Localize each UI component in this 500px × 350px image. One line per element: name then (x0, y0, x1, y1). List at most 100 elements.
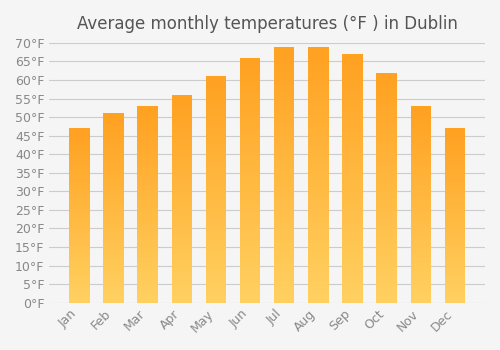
Bar (240, 144, 260, 148)
Bar (308, 243, 328, 247)
Bar (138, 119, 158, 122)
Bar (308, 264, 328, 268)
Bar (444, 276, 465, 279)
Bar (444, 181, 465, 183)
Bar (410, 214, 431, 217)
Bar (376, 88, 397, 92)
Bar (274, 47, 294, 51)
Bar (376, 142, 397, 146)
Bar (172, 112, 192, 116)
Bar (138, 165, 158, 168)
Bar (376, 161, 397, 164)
Bar (206, 291, 226, 295)
Bar (172, 209, 192, 212)
Bar (104, 262, 124, 265)
Bar (308, 102, 328, 106)
Bar (376, 234, 397, 237)
Bar (206, 220, 226, 223)
Bar (444, 146, 465, 149)
Bar (104, 176, 124, 180)
Bar (240, 278, 260, 282)
Bar (138, 276, 158, 280)
Bar (308, 204, 328, 209)
Bar (240, 254, 260, 258)
Bar (206, 246, 226, 250)
Bar (376, 134, 397, 138)
Bar (376, 291, 397, 295)
Bar (274, 247, 294, 251)
Bar (172, 240, 192, 244)
Bar (308, 290, 328, 294)
Bar (308, 55, 328, 60)
Bar (240, 107, 260, 111)
Bar (410, 188, 431, 191)
Bar (410, 276, 431, 280)
Bar (376, 103, 397, 107)
Bar (376, 80, 397, 84)
Bar (376, 237, 397, 241)
Bar (342, 195, 363, 199)
Bar (410, 221, 431, 224)
Bar (138, 195, 158, 198)
Bar (342, 265, 363, 270)
Bar (342, 158, 363, 162)
Bar (444, 198, 465, 201)
Bar (240, 90, 260, 94)
Bar (206, 99, 226, 103)
Bar (138, 227, 158, 231)
Bar (138, 188, 158, 191)
Bar (376, 195, 397, 199)
Bar (444, 140, 465, 143)
Bar (342, 282, 363, 286)
Bar (376, 226, 397, 230)
Bar (376, 188, 397, 191)
Bar (376, 211, 397, 215)
Bar (69, 274, 89, 276)
Bar (240, 225, 260, 229)
Bar (376, 164, 397, 168)
Bar (308, 140, 328, 145)
Bar (138, 178, 158, 181)
Bar (172, 247, 192, 251)
Bar (69, 285, 89, 288)
Bar (240, 99, 260, 103)
Bar (240, 160, 260, 164)
Bar (342, 120, 363, 125)
Bar (342, 245, 363, 249)
Bar (69, 187, 89, 189)
Bar (274, 281, 294, 286)
Bar (240, 196, 260, 201)
Bar (308, 111, 328, 115)
Bar (444, 210, 465, 212)
Bar (104, 271, 124, 274)
Bar (240, 193, 260, 196)
Bar (138, 149, 158, 152)
Bar (104, 281, 124, 284)
Bar (240, 188, 260, 193)
Bar (172, 212, 192, 216)
Bar (342, 116, 363, 120)
Bar (240, 70, 260, 74)
Bar (376, 146, 397, 149)
Bar (308, 196, 328, 200)
Bar (444, 166, 465, 169)
Bar (172, 292, 192, 296)
Bar (410, 273, 431, 276)
Bar (274, 136, 294, 140)
Bar (104, 170, 124, 173)
Bar (410, 181, 431, 185)
Bar (308, 158, 328, 162)
Bar (410, 113, 431, 116)
Bar (206, 155, 226, 159)
Bar (274, 162, 294, 166)
Bar (240, 201, 260, 205)
Bar (444, 157, 465, 160)
Bar (138, 159, 158, 162)
Bar (206, 284, 226, 288)
Bar (240, 172, 260, 176)
Bar (206, 269, 226, 272)
Bar (308, 217, 328, 222)
Bar (342, 178, 363, 182)
Bar (444, 195, 465, 198)
Bar (308, 68, 328, 72)
